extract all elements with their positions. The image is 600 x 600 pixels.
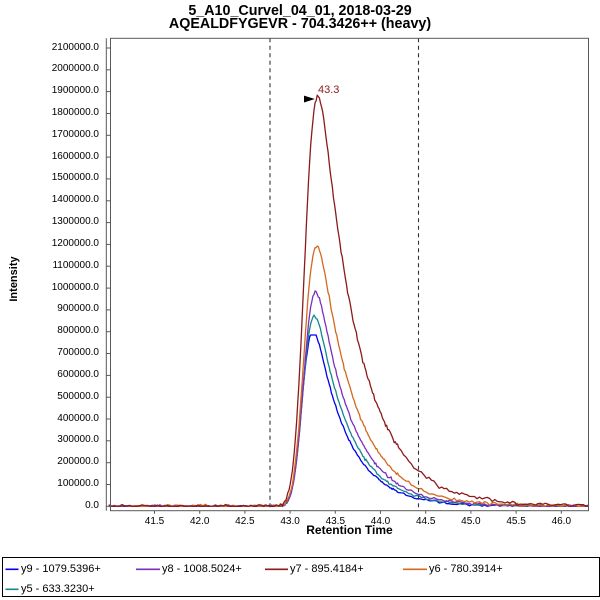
svg-text:43.3: 43.3 [318, 84, 339, 96]
